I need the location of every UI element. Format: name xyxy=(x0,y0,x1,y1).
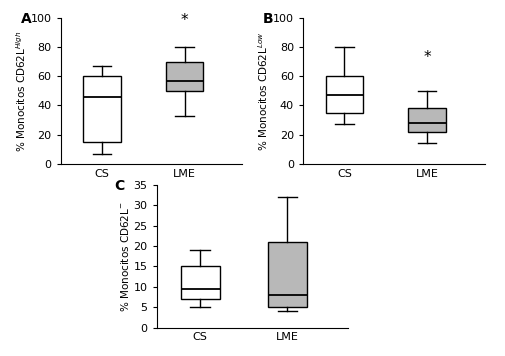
PathPatch shape xyxy=(268,242,307,307)
PathPatch shape xyxy=(83,76,121,142)
Text: *: * xyxy=(423,49,431,64)
Text: *: * xyxy=(181,13,188,28)
Text: A: A xyxy=(21,12,31,26)
Y-axis label: % Monocitos CD62L$^{High}$: % Monocitos CD62L$^{High}$ xyxy=(14,30,28,152)
PathPatch shape xyxy=(326,76,363,112)
PathPatch shape xyxy=(409,108,445,132)
Text: B: B xyxy=(263,12,274,26)
PathPatch shape xyxy=(181,267,220,299)
Text: C: C xyxy=(114,179,125,193)
PathPatch shape xyxy=(166,62,203,91)
Y-axis label: % Monocitos CD62L$^{Low}$: % Monocitos CD62L$^{Low}$ xyxy=(257,31,270,151)
Y-axis label: % Monocitos CD62L$^{-}$: % Monocitos CD62L$^{-}$ xyxy=(119,201,131,312)
